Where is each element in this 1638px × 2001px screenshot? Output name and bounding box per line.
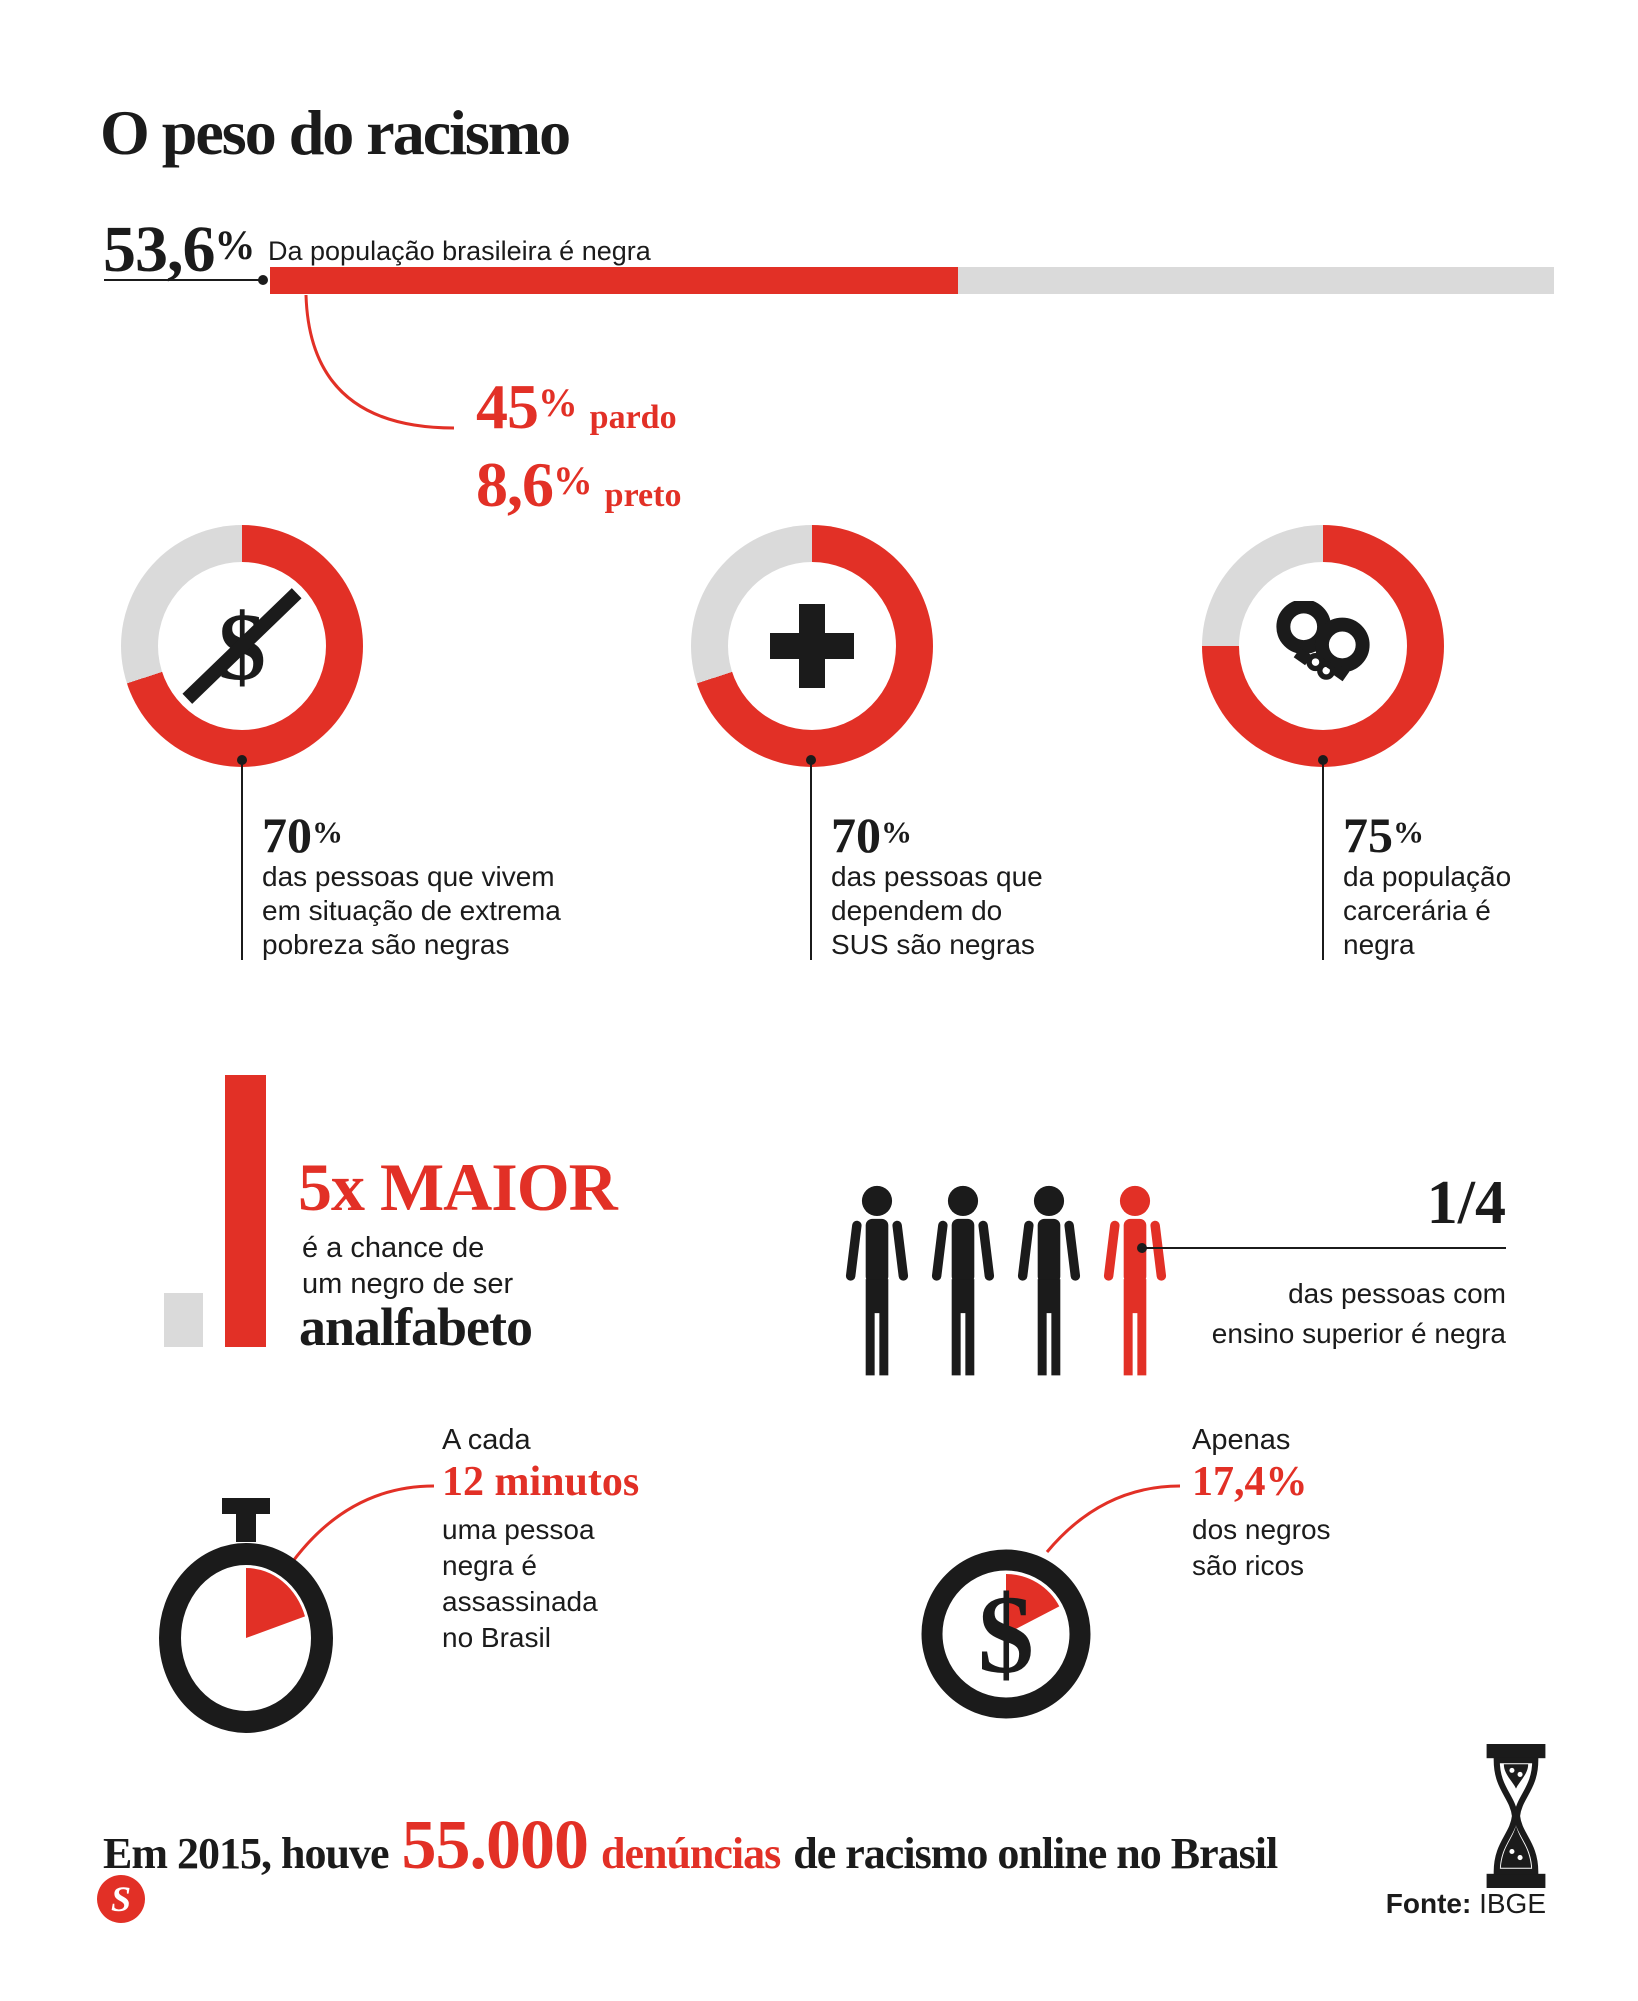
person-icon (845, 1185, 909, 1376)
illiteracy-bar-red (225, 1075, 266, 1347)
wealth-desc: dos negros são ricos (1192, 1514, 1331, 1581)
brand-logo: S (97, 1875, 145, 1923)
online-racism-statement: Em 2015, houve 55.000 denúncias de racis… (103, 1806, 1278, 1886)
donut-stat-line (241, 762, 243, 960)
statement-prefix: Em 2015, houve (103, 1829, 389, 1878)
statement-value: 55.000 (401, 1807, 588, 1884)
education-leader-line (1142, 1247, 1506, 1249)
breakdown-row: 45% pardo (476, 370, 681, 444)
donut-poverty-desc: das pessoas que vivem em situação de extr… (262, 861, 561, 960)
dollar-glyph: $ (978, 1573, 1034, 1697)
source-credit: Fonte: IBGE (1386, 1888, 1546, 1920)
brand-logo-letter: S (110, 1879, 132, 1919)
murders-intro: A cada (442, 1424, 531, 1456)
source-label: Fonte: (1385, 1888, 1472, 1919)
education-desc: das pessoas com ensino superior é negra (1211, 1278, 1506, 1349)
people-row (844, 1181, 1168, 1383)
statement-suffix: de racismo online no Brasil (793, 1829, 1278, 1878)
page-title: O peso do racismo (100, 97, 571, 168)
money-crossed-icon: $ (158, 562, 326, 730)
breakdown-value: 8,6% (476, 449, 593, 520)
illiteracy-bar-gray (164, 1293, 203, 1347)
wealth-wedge (1006, 1574, 1060, 1634)
donut-sus-desc: das pessoas que dependem do SUS são negras (831, 861, 1043, 960)
donut-sus-value: 70% (831, 807, 912, 863)
donut-line-dot (806, 755, 816, 765)
breakdown-label: pardo (589, 399, 677, 436)
donut-prison-desc: da população carcerária é negra (1343, 861, 1512, 960)
breakdown-value: 45% (476, 371, 578, 442)
illiteracy-headline: 5x MAIOR (298, 1149, 618, 1225)
population-percent: 53,6% (103, 213, 256, 286)
stopwatch-icon (159, 1498, 333, 1733)
person-icon (1017, 1185, 1081, 1376)
donut-line-dot (237, 755, 247, 765)
education-leader-dot (1137, 1243, 1147, 1253)
leader-dot (258, 275, 268, 285)
donut-line-dot (1318, 755, 1328, 765)
population-label: Da população brasileira é negra (268, 236, 651, 266)
donut-prison-value: 75% (1343, 807, 1424, 863)
wealth-value: 17,4% (1192, 1459, 1308, 1505)
population-bar (270, 267, 1554, 294)
health-cross-icon (728, 562, 896, 730)
population-bar-fill (270, 267, 959, 294)
donut-stat-line (810, 762, 812, 960)
donut-poverty-value: 70% (262, 807, 343, 863)
breakdown-label: preto (604, 477, 682, 514)
handcuffs-icon (1239, 562, 1407, 730)
education-value: 1/4 (1426, 1169, 1506, 1237)
money-circle-icon: $ (921, 1549, 1091, 1719)
murders-desc: uma pessoa negra é assassinada no Brasil (442, 1514, 598, 1653)
illiteracy-emphasis: analfabeto (299, 1297, 533, 1357)
hourglass-icon (1486, 1744, 1546, 1888)
wealth-intro: Apenas (1192, 1424, 1291, 1456)
breakdown-row: 8,6% preto (476, 448, 681, 522)
donut-stat-line (1322, 762, 1324, 960)
person-icon (931, 1185, 995, 1376)
murders-value: 12 minutos (442, 1459, 640, 1505)
statement-value-suffix: denúncias (600, 1829, 781, 1878)
population-breakdown: 45% pardo 8,6% preto (476, 370, 681, 522)
donut-poverty: $ (121, 525, 363, 767)
donut-prison (1202, 525, 1444, 767)
person-icon (1103, 1185, 1167, 1376)
illiteracy-desc: é a chance de um negro de ser (302, 1232, 514, 1300)
stopwatch-wedge (246, 1568, 305, 1638)
leader-line (104, 279, 262, 281)
donut-sus (691, 525, 933, 767)
source-name: IBGE (1479, 1888, 1546, 1919)
breakdown-callout-curve (304, 294, 455, 430)
